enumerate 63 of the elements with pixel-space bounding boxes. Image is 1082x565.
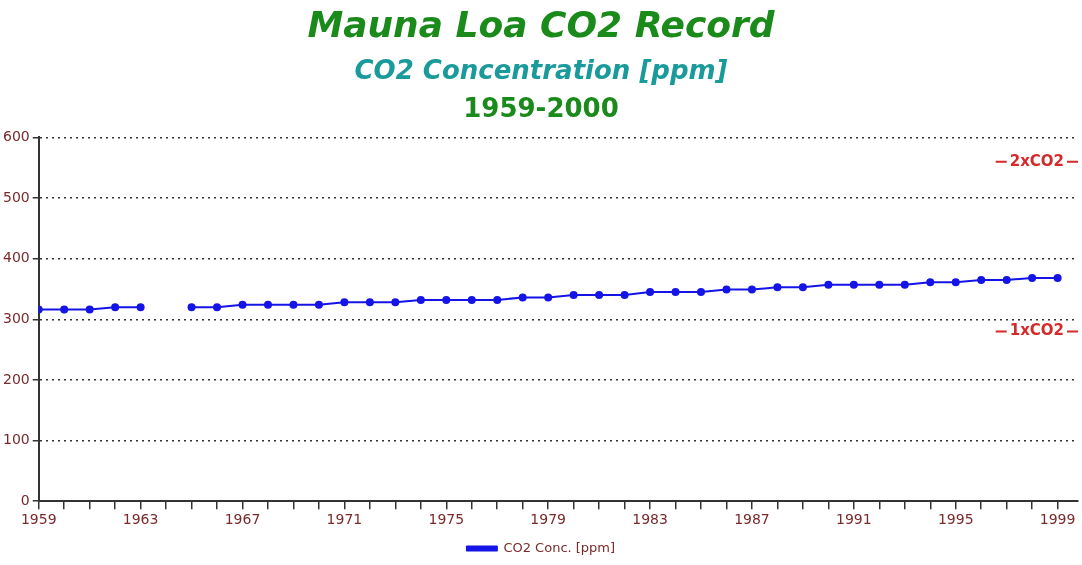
- point: [544, 293, 553, 302]
- point: [187, 303, 196, 312]
- chart-subtitle: CO2 Concentration [ppm]: [353, 54, 729, 87]
- point: [111, 303, 120, 312]
- point: [875, 280, 884, 289]
- point: [569, 291, 578, 300]
- point: [238, 300, 247, 309]
- ref-line-label: 2xCO2: [1009, 151, 1064, 170]
- y-tick-label: 600: [2, 128, 30, 145]
- point: [365, 298, 374, 307]
- point: [926, 278, 935, 287]
- point: [595, 291, 604, 300]
- point: [620, 291, 629, 300]
- point: [263, 300, 272, 309]
- point: [340, 298, 349, 307]
- point: [467, 295, 476, 304]
- point: [977, 275, 986, 284]
- point: [60, 305, 69, 314]
- point: [824, 280, 833, 289]
- point: [646, 288, 655, 297]
- point: [289, 300, 298, 309]
- point: [85, 305, 94, 314]
- legend-label: CO2 Conc. [ppm]: [503, 539, 616, 555]
- x-tick-label: 1991: [836, 511, 872, 528]
- point: [849, 280, 858, 289]
- x-tick-label: 1999: [1039, 511, 1076, 528]
- point: [442, 295, 451, 304]
- x-tick-label: 1975: [428, 511, 465, 528]
- point: [1002, 275, 1011, 284]
- point: [722, 285, 731, 294]
- x-tick-label: 1959: [20, 511, 57, 528]
- y-tick-label: 400: [2, 249, 30, 266]
- x-tick-label: 1983: [632, 511, 668, 528]
- point: [493, 295, 502, 304]
- point: [773, 283, 782, 292]
- y-tick-label: 100: [2, 431, 30, 448]
- point: [951, 278, 960, 287]
- y-tick-label: 200: [2, 370, 30, 387]
- y-tick-label: 0: [20, 491, 30, 508]
- point: [1028, 274, 1037, 283]
- x-tick-label: 1967: [224, 511, 261, 528]
- y-tick-label: 500: [2, 188, 30, 205]
- point: [671, 288, 680, 297]
- point: [136, 303, 145, 312]
- point: [213, 303, 222, 312]
- point: [900, 280, 909, 289]
- point: [314, 300, 323, 309]
- x-tick-label: 1963: [122, 511, 159, 528]
- point: [697, 288, 706, 297]
- x-tick-label: 1971: [326, 511, 363, 528]
- ref-line-label: 1xCO2: [1009, 321, 1064, 340]
- point: [518, 293, 527, 302]
- y-tick-label: 300: [2, 309, 30, 326]
- x-tick-label: 1979: [530, 511, 566, 528]
- text: 1959-2000: [462, 92, 620, 125]
- point: [1053, 274, 1062, 283]
- x-tick-label: 1995: [937, 511, 974, 528]
- x-tick-label: 1987: [734, 511, 770, 528]
- point: [798, 283, 807, 292]
- point: [391, 298, 400, 307]
- point: [747, 285, 756, 294]
- point: [416, 295, 425, 304]
- chart-title: Mauna Loa CO2 Record: [306, 3, 776, 47]
